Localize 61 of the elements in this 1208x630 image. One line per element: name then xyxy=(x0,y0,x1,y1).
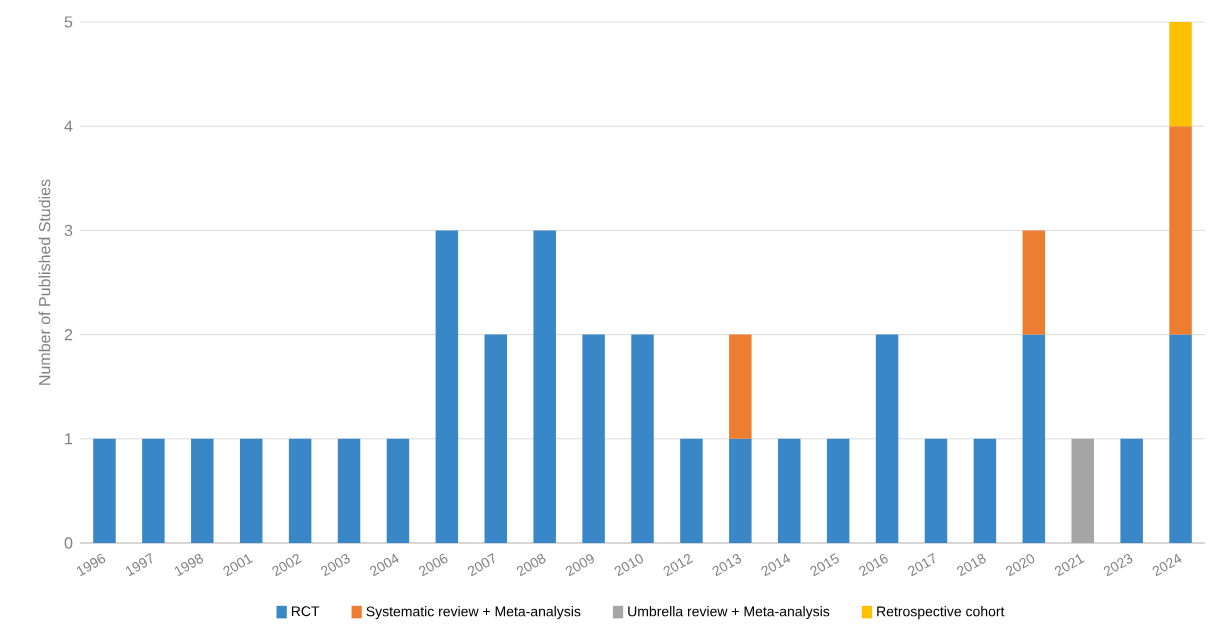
bar xyxy=(337,438,361,543)
y-tick-label: 4 xyxy=(64,120,73,132)
x-tick-label: 1998 xyxy=(174,554,204,577)
x-tick-label: 2023 xyxy=(1103,554,1133,577)
y-tick-label: 0 xyxy=(64,537,73,549)
bar xyxy=(875,334,899,543)
x-tick-label: 1997 xyxy=(125,553,153,577)
bar xyxy=(1120,438,1143,543)
x-tick-label: 2013 xyxy=(712,554,742,577)
x-tick-label: 2003 xyxy=(321,554,350,577)
bar xyxy=(1022,230,1046,335)
x-tick-label: 2004 xyxy=(370,553,399,577)
x-tick-label: 2008 xyxy=(516,554,546,577)
x-tick-label: 2007 xyxy=(467,553,495,577)
bar xyxy=(191,438,214,543)
bar xyxy=(435,230,459,543)
x-tick-label: 2016 xyxy=(859,554,888,577)
bar xyxy=(778,438,801,543)
bar xyxy=(631,334,654,543)
bar xyxy=(484,334,508,543)
bar xyxy=(729,334,752,439)
bar xyxy=(924,438,948,543)
bar xyxy=(1071,438,1094,543)
bar xyxy=(1169,334,1192,543)
x-tick-label: 2009 xyxy=(565,554,594,577)
x-tick-label: 2021 xyxy=(1054,554,1085,577)
bar xyxy=(142,438,165,543)
y-tick-label: 2 xyxy=(64,329,73,341)
legend-label: Systematic review + Meta-analysis xyxy=(366,606,581,620)
y-tick-label: 5 xyxy=(64,16,73,28)
x-tick-label: 2024 xyxy=(1152,553,1182,577)
y-axis-title: Number of Published Studies xyxy=(38,179,51,385)
x-tick-label: 1996 xyxy=(76,554,106,577)
x-tick-label: 2020 xyxy=(1005,554,1035,577)
x-tick-label: 2015 xyxy=(810,553,839,577)
x-tick-label: 2002 xyxy=(272,554,302,577)
y-tick-label: 1 xyxy=(65,433,73,445)
bar xyxy=(533,230,556,543)
bar xyxy=(680,438,703,543)
bar xyxy=(1169,21,1192,127)
x-tick-label: 2012 xyxy=(663,554,694,577)
bar xyxy=(288,438,312,543)
bar xyxy=(826,438,850,543)
bar xyxy=(93,438,116,543)
legend-label: Retrospective cohort xyxy=(877,606,1005,620)
x-tick-label: 2014 xyxy=(761,553,791,577)
bar xyxy=(386,438,410,543)
bar xyxy=(1169,126,1192,335)
bar xyxy=(729,438,752,543)
x-tick-label: 2010 xyxy=(614,554,644,577)
bar xyxy=(973,438,997,543)
legend-label: RCT xyxy=(291,606,320,617)
y-tick-label: 3 xyxy=(64,224,73,237)
x-tick-label: 2006 xyxy=(418,554,448,577)
x-tick-label: 2001 xyxy=(223,554,253,577)
bar xyxy=(1022,334,1046,543)
legend-label: Umbrella review + Meta-analysis xyxy=(628,606,830,620)
x-tick-label: 2018 xyxy=(957,554,986,577)
x-tick-label: 2017 xyxy=(908,553,935,577)
bar xyxy=(582,334,605,543)
bar xyxy=(239,438,263,543)
